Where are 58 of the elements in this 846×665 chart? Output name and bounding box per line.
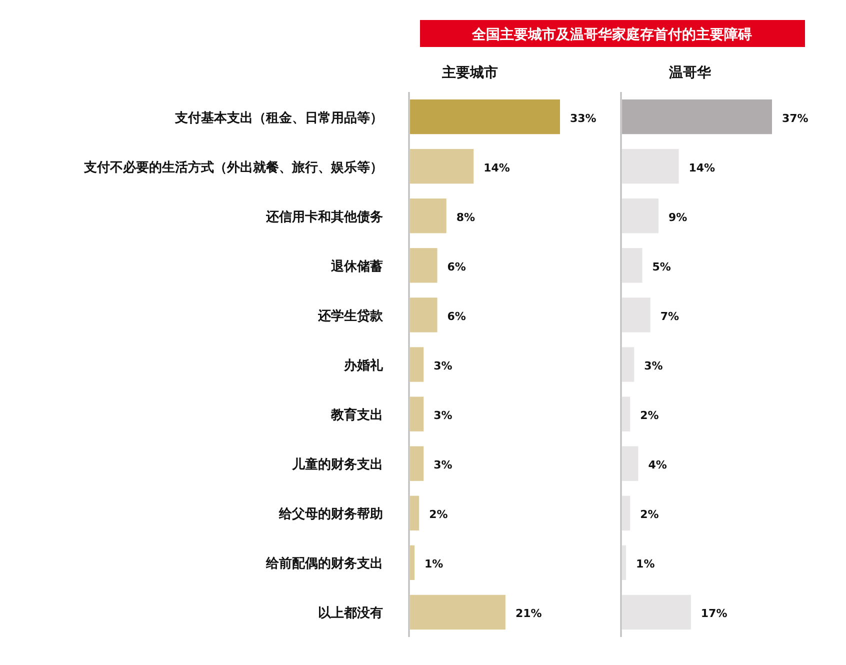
data-label: 5% — [652, 260, 671, 274]
bar — [622, 446, 638, 481]
bar — [622, 496, 630, 530]
data-label: 17% — [700, 607, 728, 620]
data-label: 3% — [434, 458, 452, 472]
data-label: 3% — [434, 409, 452, 422]
bar — [622, 148, 679, 184]
data-label: 1% — [424, 558, 444, 571]
data-label: 4% — [648, 458, 667, 472]
bar — [410, 148, 474, 184]
chart-subtitle: 主要城市 — [441, 64, 498, 81]
y-tick-label: 还信用卡和其他债务 — [265, 208, 383, 225]
bar — [410, 446, 424, 481]
data-label: 6% — [447, 310, 466, 323]
data-label: 2% — [640, 508, 659, 522]
data-label: 2% — [640, 409, 659, 422]
y-tick-label: 退休储蓄 — [330, 258, 383, 274]
bar — [410, 496, 420, 530]
y-tick-label: 以上都没有 — [318, 606, 383, 622]
y-tick-label: 办婚礼 — [343, 358, 384, 374]
data-label: 2% — [429, 508, 448, 522]
y-tick-label: 支付基本支出（租金、日常用品等） — [174, 110, 383, 126]
bar — [622, 99, 772, 134]
bar — [622, 248, 642, 283]
data-label: 33% — [570, 112, 596, 125]
bar — [410, 545, 415, 580]
bar — [410, 396, 424, 432]
y-tick-label: 给父母的财务帮助 — [278, 507, 383, 522]
bar — [622, 298, 650, 332]
bar — [410, 594, 506, 630]
y-tick-label: 儿童的财务支出 — [291, 456, 383, 473]
bar — [622, 396, 630, 432]
text: 全国主要城市及温哥华家庭存首付的主要障碍 — [471, 26, 752, 43]
y-tick-label: 给前配偶的财务支出 — [265, 556, 383, 572]
bar — [410, 347, 424, 382]
bar — [410, 99, 560, 134]
data-label: 3% — [434, 360, 452, 372]
data-label: 21% — [515, 607, 542, 620]
data-label: 9% — [668, 210, 688, 224]
y-tick-label: 支付不必要的生活方式（外出就餐、旅行、娱乐等） — [83, 159, 383, 176]
data-label: 7% — [660, 310, 680, 323]
bar — [410, 198, 446, 234]
data-label: 8% — [456, 210, 476, 224]
bar — [410, 298, 438, 332]
y-tick-label: 还学生贷款 — [317, 308, 384, 324]
data-label: 3% — [644, 360, 663, 372]
bar — [622, 594, 691, 630]
chart-subtitle: 温哥华 — [668, 65, 712, 81]
bar — [622, 198, 658, 234]
data-label: 14% — [484, 161, 510, 174]
data-label: 6% — [447, 260, 466, 274]
data-label: 1% — [636, 558, 655, 571]
y-tick-label: 教育支出 — [330, 407, 383, 424]
bar — [622, 347, 634, 382]
bar — [622, 545, 626, 580]
bar — [410, 248, 438, 283]
data-label: 14% — [688, 161, 716, 174]
data-label: 37% — [782, 112, 808, 125]
